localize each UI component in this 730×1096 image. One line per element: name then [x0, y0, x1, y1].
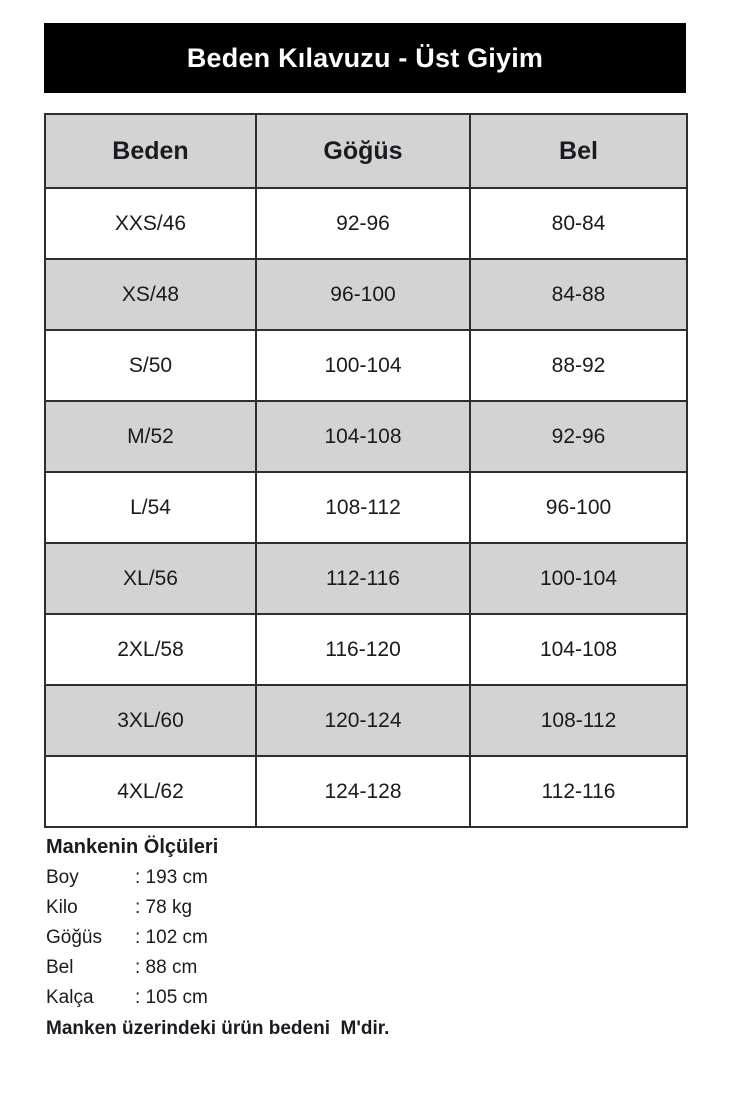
- table-row: S/50 100-104 88-92: [44, 329, 688, 402]
- cell-gogus: 100-104: [255, 329, 471, 402]
- model-measurements-heading: Mankenin Ölçüleri: [46, 836, 219, 858]
- cell-bel: 100-104: [469, 542, 688, 615]
- table-row: 3XL/60 120-124 108-112: [44, 684, 688, 757]
- cell-beden: XS/48: [44, 258, 257, 331]
- cell-bel: 96-100: [469, 471, 688, 544]
- measurement-row-boy: Boy : 193 cm: [46, 868, 686, 887]
- measurement-row-gogus: Göğüs : 102 cm: [46, 928, 686, 947]
- cell-beden: S/50: [44, 329, 257, 402]
- cell-beden: XL/56: [44, 542, 257, 615]
- column-header-beden: Beden: [44, 113, 257, 189]
- measurement-value: : 102 cm: [135, 927, 208, 948]
- table-row: M/52 104-108 92-96: [44, 400, 688, 473]
- cell-beden: 4XL/62: [44, 755, 257, 828]
- table-row: 2XL/58 116-120 104-108: [44, 613, 688, 686]
- cell-beden: 3XL/60: [44, 684, 257, 757]
- column-header-gogus: Göğüs: [255, 113, 471, 189]
- measurement-value: : 78 kg: [135, 897, 193, 918]
- table-header: Beden Göğüs Bel: [44, 113, 688, 189]
- table-body: XXS/46 92-96 80-84 XS/48 96-100 84-88 S/…: [44, 187, 688, 828]
- table-header-row: Beden Göğüs Bel: [44, 113, 688, 189]
- table-row: L/54 108-112 96-100: [44, 471, 688, 544]
- cell-gogus: 120-124: [255, 684, 471, 757]
- measurement-label: Kalça: [46, 987, 94, 1008]
- cell-bel: 84-88: [469, 258, 688, 331]
- measurement-value: : 105 cm: [135, 987, 208, 1008]
- model-measurements-section: Mankenin Ölçüleri Boy : 193 cm Kilo : 78…: [46, 836, 686, 1040]
- cell-gogus: 92-96: [255, 187, 471, 260]
- page-title: Beden Kılavuzu - Üst Giyim: [186, 42, 544, 73]
- table-row: XXS/46 92-96 80-84: [44, 187, 688, 260]
- page-title-bar: Beden Kılavuzu - Üst Giyim: [44, 23, 686, 93]
- cell-gogus: 112-116: [255, 542, 471, 615]
- table-row: XL/56 112-116 100-104: [44, 542, 688, 615]
- measurement-label: Göğüs: [46, 927, 102, 948]
- measurement-row-kilo: Kilo : 78 kg: [46, 898, 686, 917]
- cell-bel: 112-116: [469, 755, 688, 828]
- cell-beden: 2XL/58: [44, 613, 257, 686]
- measurement-row-kalca: Kalça : 105 cm: [46, 988, 686, 1007]
- cell-gogus: 108-112: [255, 471, 471, 544]
- measurement-value: : 193 cm: [135, 867, 208, 888]
- measurement-row-bel: Bel : 88 cm: [46, 958, 686, 977]
- cell-gogus: 96-100: [255, 258, 471, 331]
- cell-bel: 108-112: [469, 684, 688, 757]
- measurement-label: Kilo: [46, 897, 78, 918]
- table-row: XS/48 96-100 84-88: [44, 258, 688, 331]
- table-row: 4XL/62 124-128 112-116: [44, 755, 688, 828]
- size-chart-table: Beden Göğüs Bel XXS/46 92-96 80-84 XS/48…: [44, 113, 688, 828]
- cell-beden: XXS/46: [44, 187, 257, 260]
- cell-gogus: 124-128: [255, 755, 471, 828]
- cell-bel: 80-84: [469, 187, 688, 260]
- measurement-value: : 88 cm: [135, 957, 198, 978]
- measurement-label: Bel: [46, 957, 74, 978]
- column-header-bel: Bel: [469, 113, 688, 189]
- cell-gogus: 116-120: [255, 613, 471, 686]
- cell-bel: 88-92: [469, 329, 688, 402]
- cell-beden: L/54: [44, 471, 257, 544]
- measurement-label: Boy: [46, 867, 79, 888]
- cell-bel: 92-96: [469, 400, 688, 473]
- cell-bel: 104-108: [469, 613, 688, 686]
- cell-beden: M/52: [44, 400, 257, 473]
- model-product-size-note: Manken üzerindeki ürün bedeni M'dir.: [46, 1018, 390, 1039]
- cell-gogus: 104-108: [255, 400, 471, 473]
